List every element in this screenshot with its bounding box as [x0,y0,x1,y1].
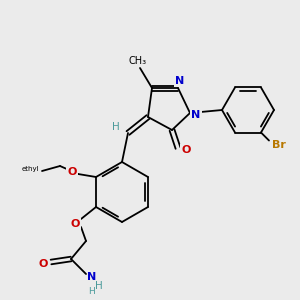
Text: N: N [191,110,201,120]
Text: O: O [181,145,191,155]
Text: N: N [87,272,97,282]
Text: CH₃: CH₃ [129,56,147,66]
Text: ethyl: ethyl [21,166,39,172]
Text: O: O [67,167,77,177]
Text: O: O [70,219,80,229]
Text: Br: Br [272,140,286,149]
Text: H: H [88,287,94,296]
Text: N: N [176,76,184,86]
Text: H: H [112,122,120,132]
Text: H: H [95,281,103,291]
Text: O: O [38,259,48,269]
